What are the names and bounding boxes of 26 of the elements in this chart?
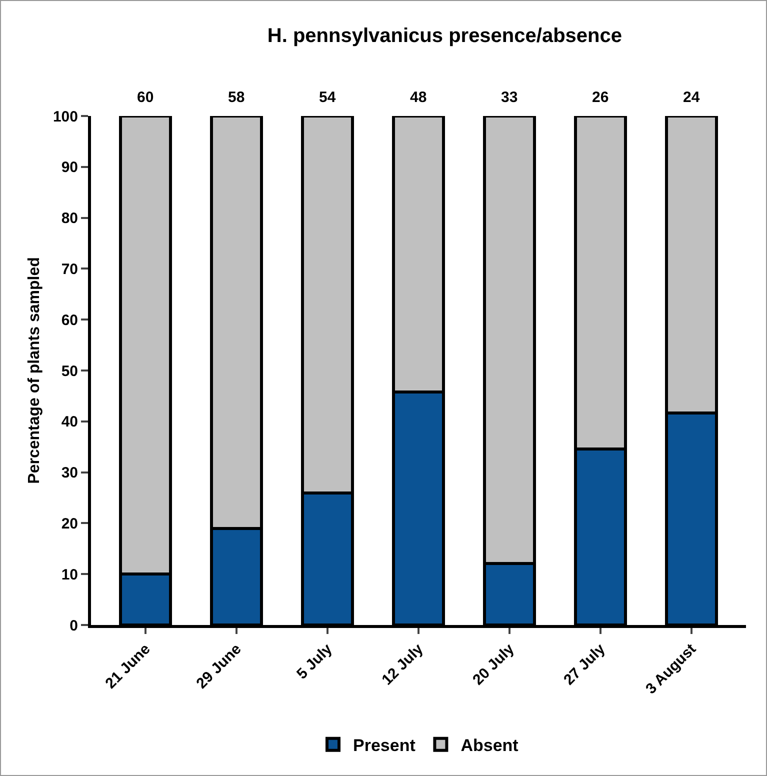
y-tick-label: 0 bbox=[70, 617, 78, 634]
y-tick-label: 70 bbox=[61, 260, 78, 278]
x-tick-label: 12 July bbox=[378, 640, 428, 689]
legend-label: Present bbox=[353, 736, 416, 755]
y-tick-label: 50 bbox=[61, 362, 78, 380]
y-tick-label: 60 bbox=[61, 312, 78, 329]
y-tick-label: 20 bbox=[61, 515, 78, 532]
annotation: 33 bbox=[501, 89, 518, 106]
x-tick-label: 5 July bbox=[294, 640, 336, 683]
x-tick-label: 20 July bbox=[470, 640, 518, 689]
legend-label: Absent bbox=[460, 736, 519, 755]
y-tick-label: 40 bbox=[61, 414, 78, 431]
annotation: 54 bbox=[319, 89, 336, 106]
y-tick-label: 80 bbox=[61, 210, 78, 228]
annotation: 24 bbox=[683, 89, 700, 106]
annotation: 58 bbox=[228, 89, 245, 106]
x-tick-label: 27 July bbox=[560, 640, 610, 689]
annotation: 48 bbox=[410, 89, 427, 106]
y-tick-label: 10 bbox=[61, 566, 78, 584]
annotation: 26 bbox=[592, 89, 609, 106]
chart-title: H. pennsylvanicus presence/absence bbox=[267, 25, 622, 48]
y-axis-title: Percentage of plants sampled bbox=[26, 257, 43, 484]
y-tick-label: 90 bbox=[61, 159, 78, 176]
y-tick-label: 30 bbox=[61, 464, 78, 482]
annotation: 60 bbox=[137, 89, 154, 106]
y-tick-label: 100 bbox=[52, 108, 78, 126]
